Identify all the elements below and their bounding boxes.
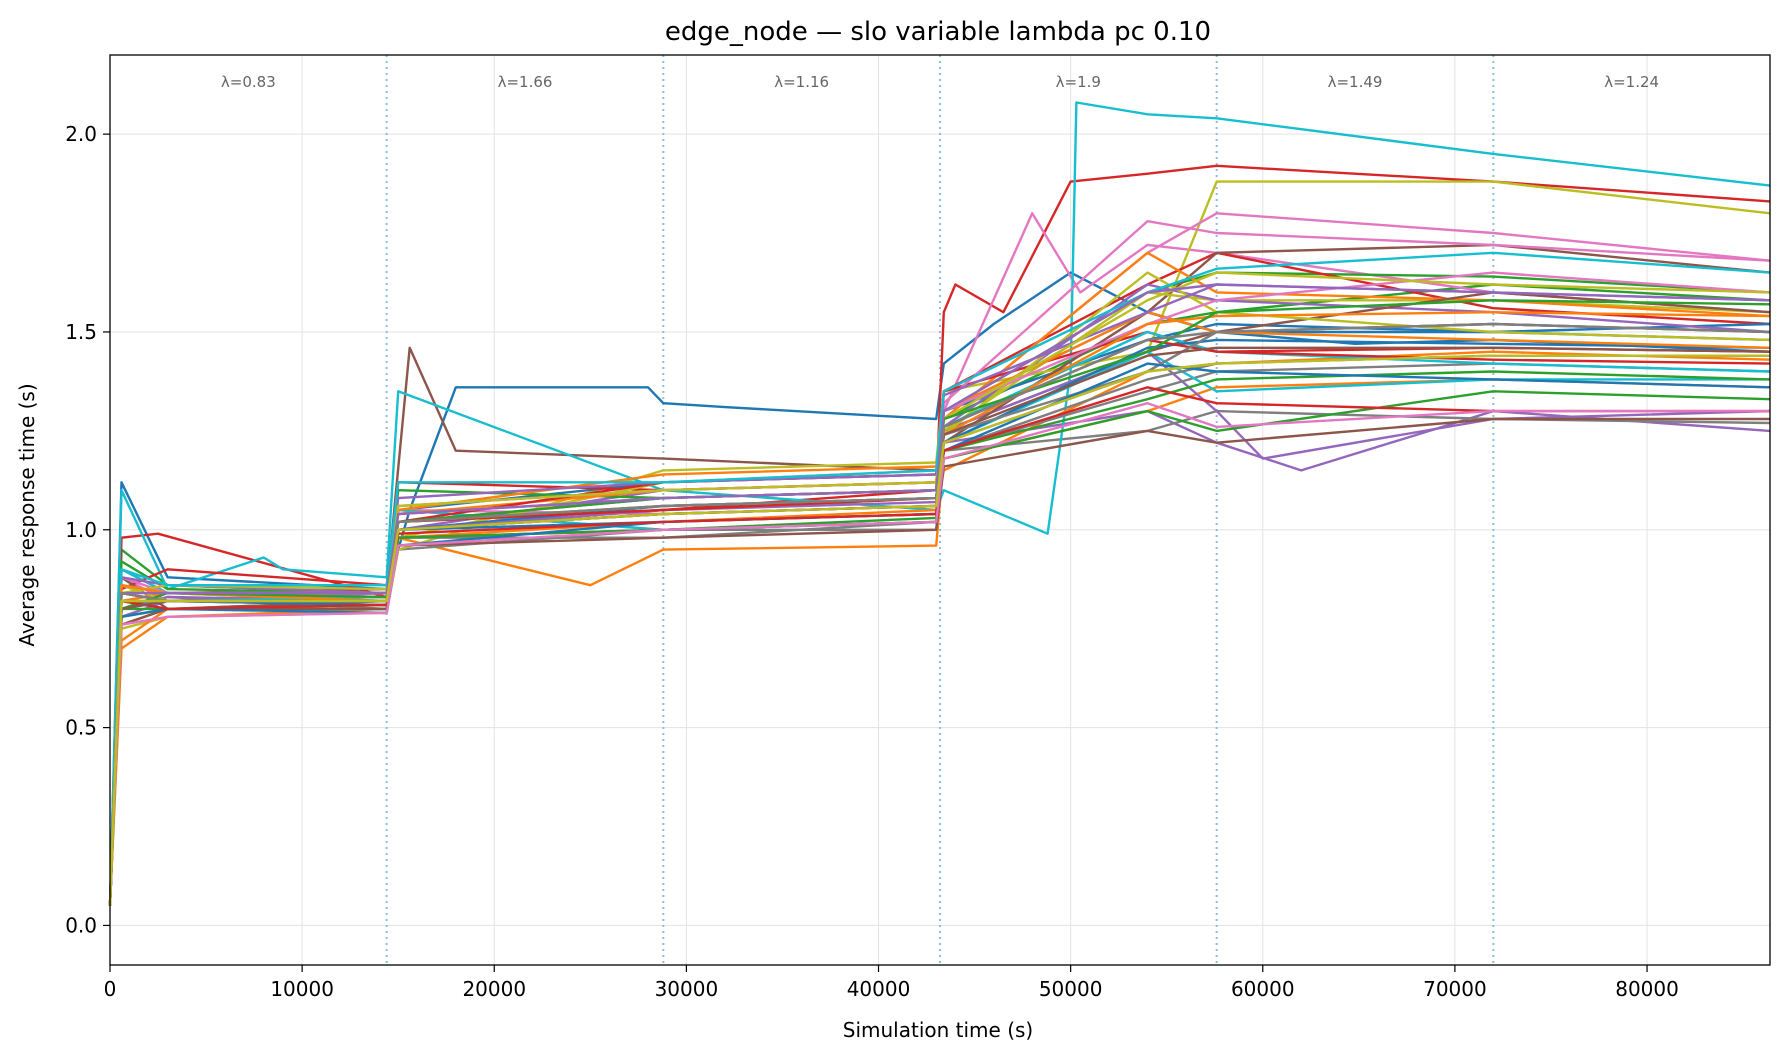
series-line [108,402,1770,906]
series-line [108,386,1770,906]
y-tick-label: 0.5 [65,716,97,740]
x-tick-label: 60000 [1231,977,1295,1001]
series-line [108,164,1771,906]
phase-label: λ=0.83 [221,73,276,91]
phase-label: λ=1.66 [498,73,553,91]
x-tick-label: 0 [104,977,117,1001]
series-line [108,322,1771,906]
x-tick-label: 50000 [1039,977,1103,1001]
plot-frame [109,54,1771,966]
x-tick-label: 40000 [847,977,911,1001]
series-line [108,251,1771,906]
y-tick-label: 0.0 [65,913,97,937]
y-axis-label: Average response time (s) [15,383,39,646]
y-tick-label: 2.0 [65,122,97,146]
chart-title: edge_node — slo variable lambda pc 0.10 [665,17,1211,47]
x-tick-label: 80000 [1615,977,1679,1001]
series-line [108,370,1771,906]
phase-label: λ=1.16 [774,73,829,91]
series-line [108,417,1770,906]
x-tick-label: 20000 [462,977,526,1001]
x-tick-label: 30000 [655,977,719,1001]
phase-label: λ=1.9 [1056,73,1101,91]
x-tick-label: 10000 [270,977,334,1001]
x-axis-label: Simulation time (s) [843,1018,1033,1042]
phase-label: λ=1.49 [1328,73,1383,91]
phase-label: λ=1.24 [1604,73,1659,91]
phase-labels: λ=0.83 λ=1.66 λ=1.16 λ=1.9 λ=1.49 λ=1.24 [221,73,1659,91]
y-tick-label: 1.5 [65,320,97,344]
x-axis: 0 10000 20000 30000 40000 50000 60000 70000 8000… [104,965,1679,1001]
series-line [108,354,1770,906]
y-tick-label: 1.0 [65,518,97,542]
y-axis: 0.0 0.5 1.0 1.5 2.0 [65,122,110,937]
series-line [108,271,1771,906]
series-line [108,283,1771,906]
phase-boundaries [385,55,1495,965]
series-lines [108,101,1771,906]
x-tick-label: 70000 [1423,977,1487,1001]
